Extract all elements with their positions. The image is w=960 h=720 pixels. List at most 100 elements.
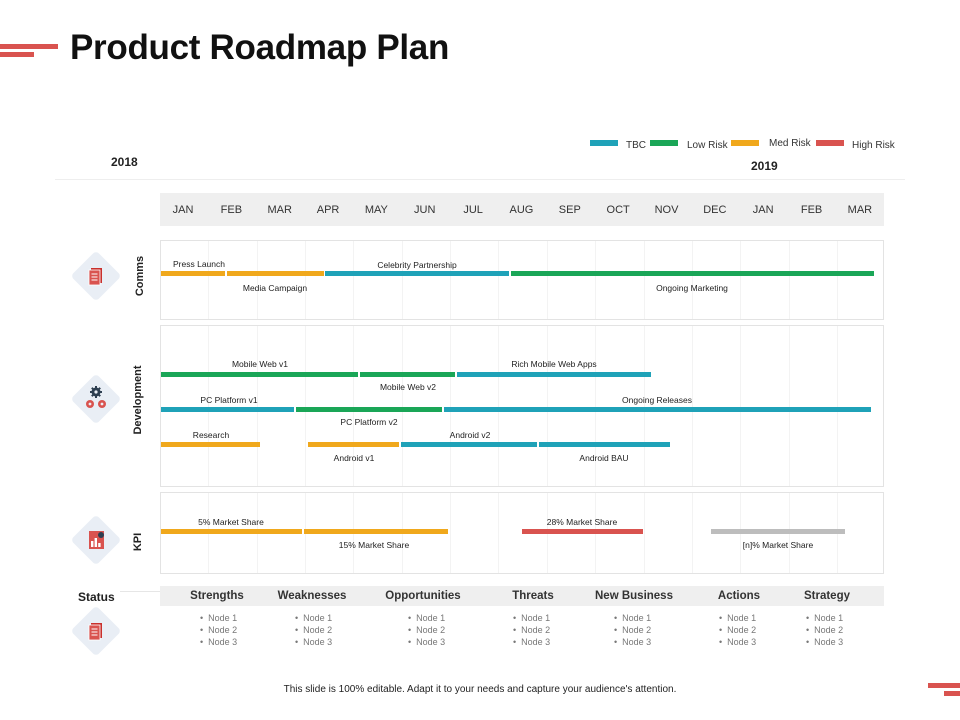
grid-line <box>256 326 258 486</box>
label-share-5: 5% Market Share <box>198 517 264 527</box>
grid-line <box>788 241 790 319</box>
status-heading: Weaknesses <box>277 590 347 602</box>
footer-note: This slide is 100% editable. Adapt it to… <box>283 684 677 695</box>
status-node-label: Node 3 <box>521 637 551 647</box>
legend-label-med-risk: Med Risk <box>769 138 811 149</box>
legend-swatch-low-risk <box>650 140 678 146</box>
bar-rich-mobile-web-apps <box>457 372 651 377</box>
bar-research <box>161 442 260 447</box>
bar-celebrity-partnership <box>325 271 509 276</box>
status-header-bar <box>160 586 884 606</box>
status-node-label: Node 2 <box>622 625 652 635</box>
bar-mobile-web-v2 <box>360 372 455 377</box>
bullet-icon: • <box>200 613 204 623</box>
label-android-v1: Android v1 <box>333 453 375 463</box>
status-node: • Node 1 <box>719 613 756 623</box>
bar-android-v2 <box>401 442 537 447</box>
status-node-label: Node 1 <box>622 613 652 623</box>
status-node-label: Node 2 <box>303 625 333 635</box>
grid-line <box>643 241 645 319</box>
grid-line <box>256 241 258 319</box>
legend-label-high-risk: High Risk <box>852 140 895 151</box>
grid-line <box>595 326 597 486</box>
label-pc-platform-v1: PC Platform v1 <box>200 395 258 405</box>
grid-line <box>208 241 210 319</box>
grid-line <box>546 326 548 486</box>
bullet-icon: • <box>408 613 412 623</box>
status-node: • Node 2 <box>719 625 756 635</box>
bullet-icon: • <box>513 637 517 647</box>
status-node: • Node 1 <box>513 613 550 623</box>
page-title: Product Roadmap Plan <box>70 28 450 67</box>
status-heading: New Business <box>595 590 673 602</box>
status-node: • Node 3 <box>614 637 651 647</box>
grid-line <box>691 241 693 319</box>
grid-line <box>305 326 307 486</box>
label-rich-mobile-web-apps: Rich Mobile Web Apps <box>511 359 597 369</box>
development-panel <box>160 325 884 487</box>
chart-report-icon <box>89 531 104 549</box>
legend-swatch-high-risk <box>816 140 844 146</box>
bullet-icon: • <box>806 637 810 647</box>
grid-line <box>595 241 597 319</box>
label-share-n: [n]% Market Share <box>742 540 814 550</box>
grid-line <box>691 493 693 573</box>
header-divider <box>55 179 905 180</box>
bar-ongoing-releases <box>444 407 871 412</box>
status-node: • Node 3 <box>806 637 843 647</box>
status-node: • Node 2 <box>295 625 332 635</box>
status-node-label: Node 2 <box>727 625 757 635</box>
bar-android-v1 <box>308 442 399 447</box>
month-label: AUG <box>509 204 534 216</box>
grid-line <box>305 241 307 319</box>
gears-icon <box>86 386 106 408</box>
bullet-icon: • <box>295 637 299 647</box>
label-share-15: 15% Market Share <box>338 540 410 550</box>
status-node: • Node 2 <box>408 625 445 635</box>
grid-line <box>353 326 355 486</box>
legend-swatch-tbc <box>590 140 618 146</box>
status-label: Status <box>78 590 115 604</box>
month-label: FEB <box>220 204 243 216</box>
status-node-label: Node 1 <box>521 613 551 623</box>
status-node-label: Node 1 <box>814 613 844 623</box>
status-node-label: Node 1 <box>727 613 757 623</box>
status-node: • Node 1 <box>614 613 651 623</box>
bullet-icon: • <box>513 625 517 635</box>
month-label: APR <box>316 204 340 216</box>
label-press-launch: Press Launch <box>173 259 225 269</box>
status-heading: Strengths <box>190 590 244 602</box>
status-heading: Strategy <box>803 590 851 602</box>
label-celebrity-partnership: Celebrity Partnership <box>377 260 457 270</box>
status-node: • Node 1 <box>295 613 332 623</box>
bullet-icon: • <box>200 625 204 635</box>
month-label: NOV <box>654 204 679 216</box>
status-node-label: Node 3 <box>416 637 446 647</box>
status-node-label: Node 1 <box>208 613 238 623</box>
status-heading: Threats <box>512 590 554 602</box>
month-label: OCT <box>606 204 630 216</box>
status-node: • Node 3 <box>513 637 550 647</box>
grid-line <box>788 326 790 486</box>
grid-line <box>643 326 645 486</box>
month-label: MAR <box>847 204 873 216</box>
status-heading: Opportunities <box>385 590 461 602</box>
bullet-icon: • <box>408 625 412 635</box>
comms-panel <box>160 240 884 320</box>
grid-line <box>208 326 210 486</box>
grid-line <box>691 326 693 486</box>
status-node-label: Node 1 <box>303 613 333 623</box>
label-research: Research <box>192 430 230 440</box>
bullet-icon: • <box>719 625 723 635</box>
bullet-icon: • <box>295 625 299 635</box>
status-node: • Node 2 <box>614 625 651 635</box>
bar-pc-platform-v1 <box>161 407 294 412</box>
status-node: • Node 3 <box>408 637 445 647</box>
year-start-label: 2018 <box>111 155 138 169</box>
bullet-icon: • <box>614 637 618 647</box>
bullet-icon: • <box>719 613 723 623</box>
bar-share-n <box>711 529 845 534</box>
bar-press-launch <box>161 271 225 276</box>
bullet-icon: • <box>513 613 517 623</box>
label-mobile-web-v2: Mobile Web v2 <box>379 382 437 392</box>
